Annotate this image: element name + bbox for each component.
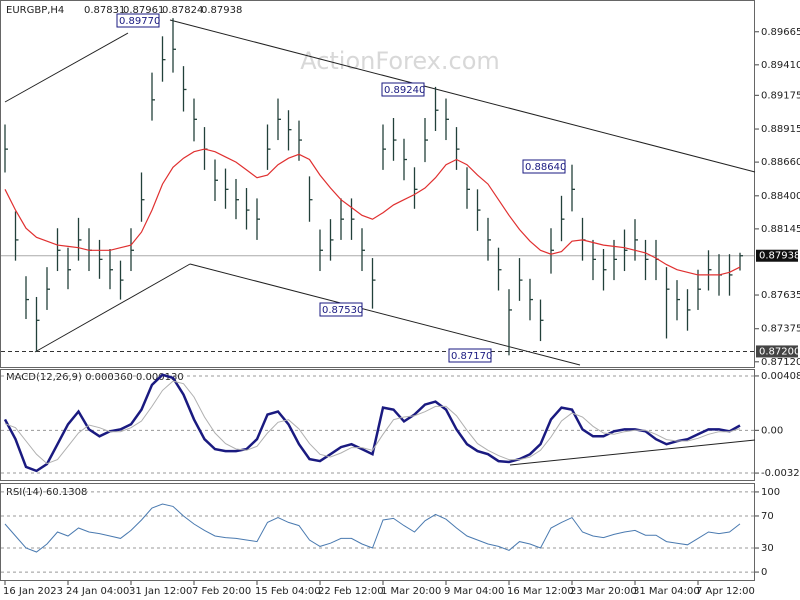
annotation-box — [381, 82, 425, 97]
y-tick-label: 0.89175 — [761, 90, 800, 101]
macd-pane — [0, 369, 755, 481]
x-tick-label: 1 Mar 20:00 — [381, 586, 441, 597]
x-tick-label: 23 Mar 20:00 — [570, 586, 637, 597]
trend-line — [169, 19, 756, 173]
x-tick-label: 7 Feb 20:00 — [192, 586, 251, 597]
pane-title: RSI(14) 60.1308 — [6, 487, 87, 498]
symbol: EURGBP,H4 — [6, 5, 64, 16]
annotation: 0.88640 — [525, 162, 566, 173]
trend-line — [189, 263, 581, 366]
line-series — [4, 380, 741, 465]
line-series — [4, 503, 741, 553]
x-tick-label: 7 Apr 12:00 — [696, 586, 755, 597]
y-tick-label: 30 — [761, 543, 774, 554]
x-tick-label: 9 Mar 04:00 — [444, 586, 504, 597]
trend-line — [34, 263, 191, 353]
quote-close: 0.87938 — [201, 5, 242, 16]
quote-high: 0.87961 — [123, 5, 164, 16]
pane-title: MACD(12,26,9) 0.000360 0.000130 — [6, 372, 184, 383]
y-tick-label: 0 — [761, 567, 767, 578]
annotation: 0.87170 — [451, 351, 492, 362]
x-tick-label: 15 Feb 04:00 — [255, 586, 321, 597]
x-tick-label: 31 Jan 12:00 — [129, 586, 192, 597]
trend-line — [4, 32, 129, 103]
y-tick-label: 0.87635 — [761, 290, 800, 301]
annotation: 0.89770 — [119, 16, 160, 27]
y-tick-label: -0.003209 — [761, 468, 800, 479]
x-tick-label: 22 Feb 12:00 — [318, 586, 384, 597]
y-tick-label: 0.87375 — [761, 324, 800, 335]
y-tick-label: 0.88400 — [761, 191, 800, 202]
trend-line — [509, 439, 756, 466]
annotation-box — [448, 348, 492, 363]
y-tick-label: 0.89665 — [761, 27, 800, 38]
x-tick-label: 31 Mar 04:00 — [633, 586, 700, 597]
quote-low: 0.87824 — [162, 5, 203, 16]
y-tick-label: 0.89410 — [761, 60, 800, 71]
annotation-box — [522, 159, 566, 174]
watermark: ActionForex.com — [300, 47, 500, 75]
quote-open: 0.87831 — [84, 5, 125, 16]
line-series — [4, 148, 741, 276]
y-tick-label: 70 — [761, 511, 774, 522]
line-series — [3, 373, 741, 473]
x-tick-label: 16 Mar 12:00 — [507, 586, 574, 597]
main-pane — [0, 0, 755, 368]
price-label: 0.87938 — [759, 251, 800, 262]
y-tick-label: 0.88915 — [761, 124, 800, 135]
annotation-box — [319, 302, 363, 317]
x-tick-label: 24 Jan 04:00 — [66, 586, 129, 597]
rsi-pane — [0, 483, 755, 581]
y-tick-label: 0.87120 — [761, 357, 800, 368]
annotation: 0.89240 — [384, 85, 425, 96]
annotation: 0.87530 — [322, 305, 363, 316]
y-tick-label: 0.004083 — [761, 371, 800, 382]
price-label-box — [756, 345, 798, 358]
y-tick-label: 0.88660 — [761, 157, 800, 168]
price-label: 0.87200 — [759, 346, 800, 357]
annotation-box — [116, 13, 160, 28]
y-tick-label: 100 — [761, 487, 780, 498]
y-tick-label: 0.88145 — [761, 224, 800, 235]
y-tick-label: 0.00 — [761, 425, 783, 436]
price-label-box — [756, 249, 798, 262]
x-tick-label: 16 Jan 2023 — [3, 586, 63, 597]
